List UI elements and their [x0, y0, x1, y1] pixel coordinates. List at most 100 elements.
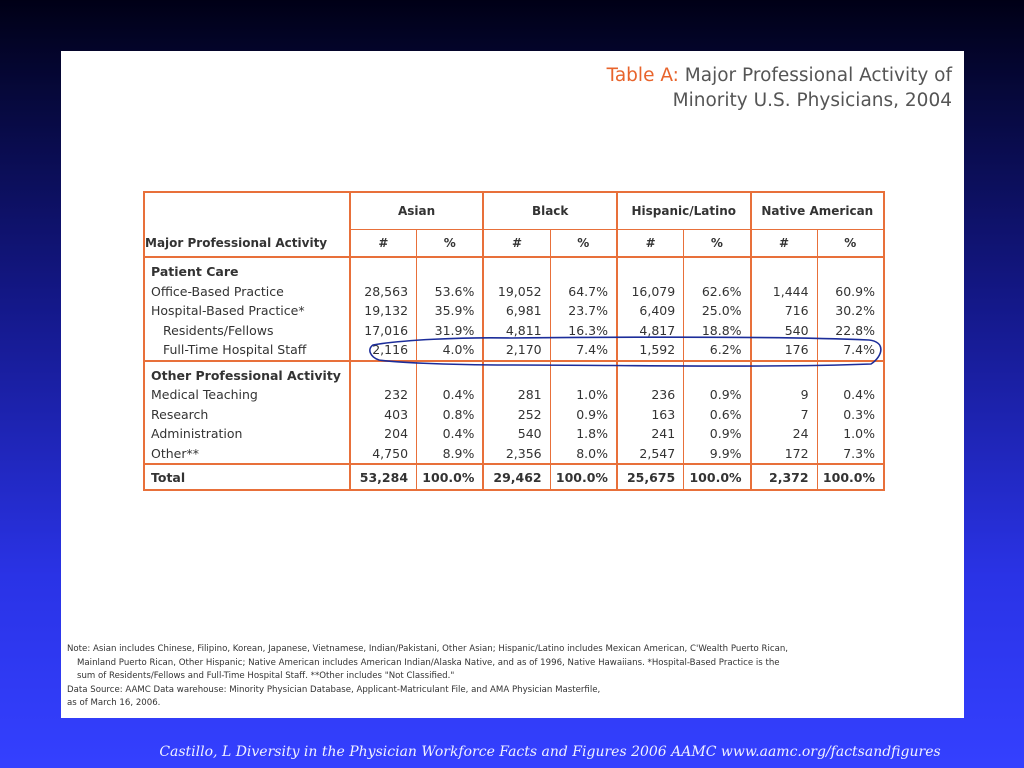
row-label: Research: [151, 406, 209, 422]
table-cell: 0.9%: [683, 385, 751, 405]
table-cell: 17,016: [348, 320, 417, 340]
title-prefix: Table A:: [606, 65, 679, 86]
table-cell: 30.2%: [816, 301, 884, 321]
section-label: Patient Care: [151, 264, 239, 280]
table-cell: 7.4%: [816, 340, 884, 362]
table-cell: 403: [348, 404, 417, 424]
table-title: Table A: Major Professional Activity of …: [607, 63, 952, 113]
table-row: Hospital-Based Practice* 19,132 35.9% 6,981…: [144, 301, 884, 321]
total-cell: 2,372: [749, 463, 818, 490]
table-cell: 9.9%: [683, 443, 751, 464]
table-row: Full-Time Hospital Staff 2,116 4.0% 2,170 7.…: [144, 340, 884, 362]
total-cell: 100.0%: [549, 463, 617, 490]
slide-credit: Castillo, L Diversity in the Physician W…: [159, 744, 941, 760]
table-row: Research 403 0.8% 252 0.9% 163 0.6% 7 0.3%: [144, 404, 884, 424]
table-cell: 0.3%: [816, 404, 884, 424]
total-cell: 100.0%: [683, 463, 751, 490]
table-cell: [348, 360, 417, 385]
section-label: Other Professional Activity: [151, 367, 341, 383]
physician-activity-table: Asian Black Hispanic/Latino Native Ameri…: [143, 191, 885, 491]
row-label: Residents/Fellows: [163, 322, 274, 338]
table-cell: 163: [615, 404, 684, 424]
table-cell: 281: [482, 385, 551, 405]
subheader-percent: %: [816, 229, 884, 258]
table-cell: 16,079: [615, 281, 684, 301]
table-cell: 0.4%: [816, 385, 884, 405]
table-body: Patient Care Office-Based Practice 28,563 5…: [144, 257, 884, 464]
data-source-line: Data Source: AAMC Data warehouse: Minori…: [67, 684, 601, 695]
table-cell: 2,547: [615, 443, 684, 464]
row-header: Major Professional Activity: [144, 229, 350, 258]
table-cell: 24: [749, 424, 818, 444]
note-line: Note: Asian includes Chinese, Filipino, …: [67, 644, 789, 654]
title-line2: Minority U.S. Physicians, 2004: [672, 90, 952, 111]
slide-panel: Table A: Major Professional Activity of …: [61, 51, 964, 718]
table-cell: 8.0%: [549, 443, 617, 464]
table-cell: 0.9%: [549, 404, 617, 424]
table-cell: 4,750: [348, 443, 417, 464]
table-cell: [816, 257, 884, 282]
total-cell: 100.0%: [416, 463, 484, 490]
table-cell: 540: [482, 424, 551, 444]
table-cell: 2,170: [482, 340, 551, 362]
subheader-percent: %: [549, 229, 617, 258]
table-cell: 0.4%: [416, 385, 484, 405]
table-cell: 236: [615, 385, 684, 405]
table-cell: 176: [749, 340, 818, 362]
table-cell: 7: [749, 404, 818, 424]
subheader-percent: %: [416, 229, 484, 258]
table-cell: 6,981: [482, 301, 551, 321]
table-cell: [749, 360, 818, 385]
total-label: Total: [144, 463, 350, 490]
table-cell: 25.0%: [683, 301, 751, 321]
table-cell: [482, 360, 551, 385]
subheader-count: #: [482, 229, 551, 258]
group-header-black: Black: [482, 192, 617, 230]
note-line: Mainland Puerto Rican, Other Hispanic; N…: [77, 657, 780, 668]
row-label: Administration: [151, 426, 243, 442]
row-label: Other**: [151, 445, 199, 461]
table-cell: 28,563: [348, 281, 417, 301]
table-cell: 0.6%: [683, 404, 751, 424]
title-line1: Major Professional Activity of: [684, 65, 952, 86]
table-cell: 9: [749, 385, 818, 405]
note-line: sum of Residents/Fellows and Full-Time H…: [77, 671, 455, 682]
row-label: Full-Time Hospital Staff: [144, 340, 350, 362]
table-cell: 1,592: [615, 340, 684, 362]
group-header-native-american: Native American: [749, 192, 884, 230]
table-cell: 4,811: [482, 320, 551, 340]
table-cell: 31.9%: [416, 320, 484, 340]
corner-cell: [144, 192, 350, 230]
table-cell: 62.6%: [683, 281, 751, 301]
table-cell: 204: [348, 424, 417, 444]
table-cell: [816, 360, 884, 385]
table-cell: 19,132: [348, 301, 417, 321]
table-notes: Note: Asian includes Chinese, Filipino, …: [67, 643, 827, 711]
table-cell: 2,116: [348, 340, 417, 362]
table-cell: 23.7%: [549, 301, 617, 321]
table-cell: [416, 257, 484, 282]
table-cell: 172: [749, 443, 818, 464]
group-header-hispanic: Hispanic/Latino: [615, 192, 751, 230]
total-cell: 53,284: [348, 463, 417, 490]
table-cell: [615, 360, 684, 385]
table-cell: 232: [348, 385, 417, 405]
table-cell: [749, 257, 818, 282]
row-label: Office-Based Practice: [151, 283, 284, 299]
table-cell: 16.3%: [549, 320, 617, 340]
table-cell: 1.0%: [549, 385, 617, 405]
table-cell: [683, 360, 751, 385]
table-row: Medical Teaching 232 0.4% 281 1.0% 236 0.9% 9 0.…: [144, 385, 884, 405]
total-row: Total 53,284 100.0% 29,462 100.0% 25,675…: [144, 463, 884, 490]
data-source-date: as of March 16, 2006.: [67, 698, 161, 709]
table-row: Residents/Fellows 17,016 31.9% 4,811 16.3% 4,…: [144, 320, 884, 340]
subheader-count: #: [615, 229, 684, 258]
row-label: Medical Teaching: [151, 387, 258, 403]
table-cell: 2,356: [482, 443, 551, 464]
table-cell: 1.8%: [549, 424, 617, 444]
table-row: Other** 4,750 8.9% 2,356 8.0% 2,547 9.9% 172 7.3…: [144, 443, 884, 464]
table-cell: 19,052: [482, 281, 551, 301]
table-cell: 6,409: [615, 301, 684, 321]
table-cell: 4.0%: [416, 340, 484, 362]
table-row: Administration 204 0.4% 540 1.8% 241 0.9% 24 1.0…: [144, 424, 884, 444]
